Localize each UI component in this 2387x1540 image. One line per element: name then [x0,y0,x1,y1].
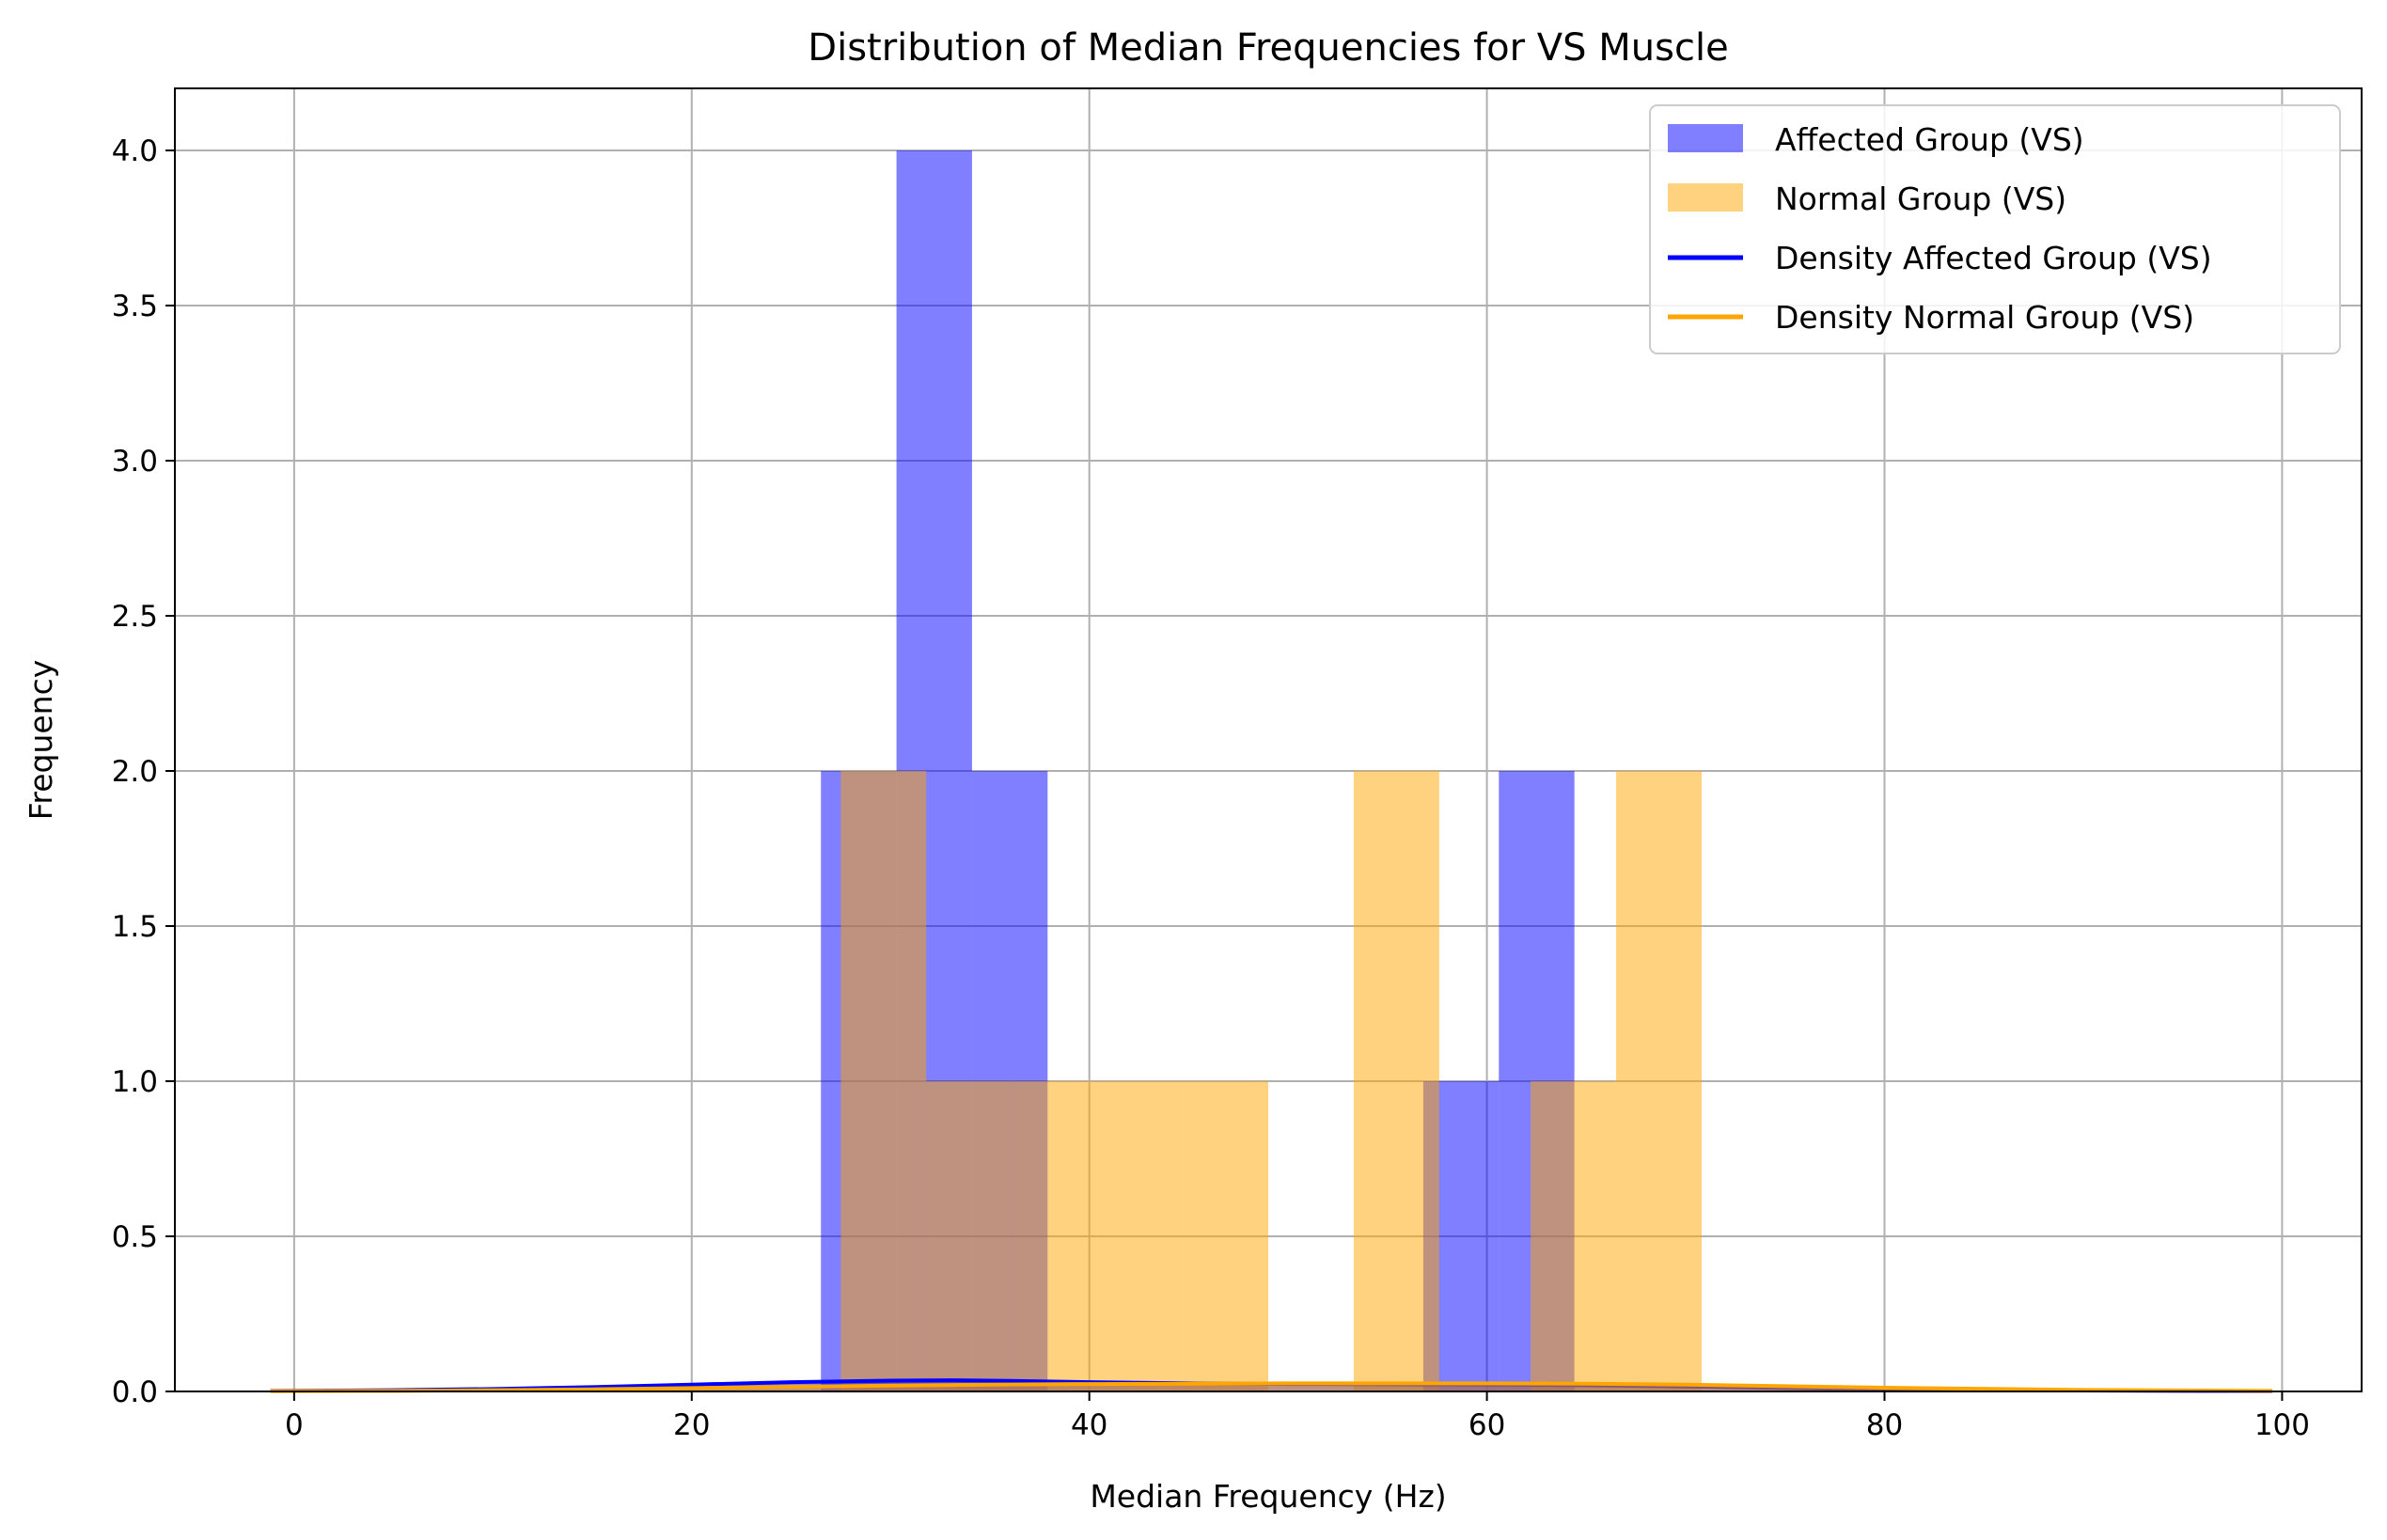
legend-label: Normal Group (VS) [1775,181,2066,217]
normal-bar [1012,1081,1098,1391]
y-tick-label: 2.5 [112,600,158,634]
legend-label: Density Affected Group (VS) [1775,240,2212,276]
legend-swatch [1668,183,1743,212]
legend-swatch [1668,124,1743,152]
y-tick-label: 0.0 [112,1375,158,1409]
normal-bar [1097,1081,1184,1391]
y-tick-label: 2.0 [112,755,158,789]
y-axis-label: Frequency [23,660,59,820]
plot-frame [174,87,2363,1392]
normal-bar [926,1081,1013,1391]
x-tick-label: 20 [673,1408,710,1442]
y-tick-label: 3.5 [112,290,158,323]
normal-bar [1531,1081,1617,1391]
density-curves [270,1378,2272,1393]
x-axis-label: Median Frequency (Hz) [1090,1478,1446,1515]
x-tick-label: 100 [2254,1408,2310,1442]
normal-bar [1353,771,1439,1391]
normal-bar [1616,771,1702,1391]
normal-bar [1183,1081,1268,1391]
normal-bar [840,771,927,1391]
y-tick-label: 4.0 [112,134,158,168]
x-tick-label: 60 [1468,1408,1505,1442]
density-normal-area [270,1383,2272,1391]
density-normal-line [270,1381,2272,1393]
axis-ticks: 0 20 40 60 80 100 0.0 0.5 1.0 1.5 2.0 2.5 3.0 3.5 4.0 [112,134,2310,1442]
y-tick-label: 1.0 [112,1065,158,1099]
chart-title: Distribution of Median Frequencies for V… [808,26,1728,70]
x-tick-label: 80 [1866,1408,1903,1442]
x-tick-label: 0 [285,1408,304,1442]
legend-label: Affected Group (VS) [1775,121,2084,158]
x-tick-label: 40 [1071,1408,1107,1442]
y-tick-label: 0.5 [112,1220,158,1254]
legend: Affected Group (VS) Normal Group (VS) Dens… [1649,104,2341,354]
y-tick-label: 3.0 [112,445,158,479]
legend-box [1649,104,2341,354]
histogram-bars [821,150,1702,1391]
legend-label: Density Normal Group (VS) [1775,299,2194,336]
y-tick-label: 1.5 [112,910,158,944]
